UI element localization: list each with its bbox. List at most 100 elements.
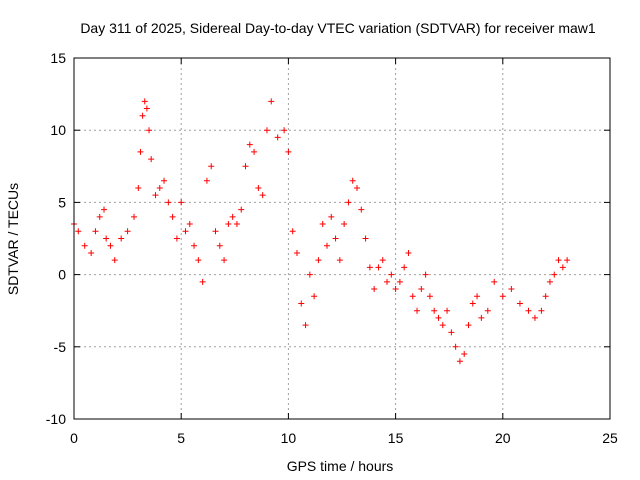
- data-point: [551, 271, 558, 278]
- data-point: [161, 177, 168, 184]
- chart-title: Day 311 of 2025, Sidereal Day-to-day VTE…: [80, 20, 596, 36]
- data-point: [302, 322, 309, 329]
- y-tick-label: 10: [50, 122, 66, 138]
- data-point: [111, 257, 118, 264]
- data-point: [431, 307, 438, 314]
- data-point: [405, 249, 412, 256]
- x-axis-tick-labels: 0 5 10 15 20 25: [70, 430, 618, 446]
- data-point: [392, 286, 399, 293]
- data-point: [366, 264, 373, 271]
- data-point: [469, 300, 476, 307]
- x-tick-label: 0: [70, 430, 78, 446]
- data-point: [203, 177, 210, 184]
- data-point: [491, 278, 498, 285]
- data-point: [156, 184, 163, 191]
- data-point: [426, 293, 433, 300]
- data-point: [195, 257, 202, 264]
- data-point: [225, 221, 232, 228]
- data-point: [178, 199, 185, 206]
- data-point: [328, 213, 335, 220]
- y-tick-label: -10: [46, 411, 66, 427]
- data-point: [212, 228, 219, 235]
- data-point: [186, 221, 193, 228]
- data-point: [229, 213, 236, 220]
- y-tick-label: -5: [54, 339, 67, 355]
- data-point: [281, 127, 288, 134]
- x-axis-label: GPS time / hours: [287, 458, 394, 474]
- x-tick-label: 10: [281, 430, 297, 446]
- data-point: [101, 206, 108, 213]
- data-point: [371, 286, 378, 293]
- y-axis-label: SDTVAR / TECUs: [5, 183, 21, 295]
- data-point: [531, 314, 538, 321]
- data-point: [143, 105, 150, 112]
- data-point: [444, 307, 451, 314]
- data-point: [118, 235, 125, 242]
- data-point: [103, 235, 110, 242]
- data-point: [435, 314, 442, 321]
- data-point: [319, 221, 326, 228]
- data-point: [293, 249, 300, 256]
- data-point: [525, 307, 532, 314]
- data-point: [182, 228, 189, 235]
- data-point: [465, 322, 472, 329]
- data-point: [81, 242, 88, 249]
- data-point: [173, 235, 180, 242]
- data-point: [306, 271, 313, 278]
- data-point: [461, 351, 468, 358]
- data-point: [332, 235, 339, 242]
- data-point: [484, 307, 491, 314]
- data-point: [349, 177, 356, 184]
- data-point: [141, 98, 148, 105]
- data-point: [274, 134, 281, 141]
- plot-frame: [73, 57, 611, 420]
- data-point: [323, 242, 330, 249]
- data-point: [208, 163, 215, 170]
- data-point: [516, 300, 523, 307]
- data-point: [298, 300, 305, 307]
- data-point: [439, 322, 446, 329]
- x-tick-label: 5: [177, 430, 185, 446]
- data-point: [354, 184, 361, 191]
- data-point: [268, 98, 275, 105]
- data-point: [414, 307, 421, 314]
- data-point: [546, 278, 553, 285]
- data-point: [152, 192, 159, 199]
- x-tick-label: 20: [495, 430, 511, 446]
- data-point: [542, 293, 549, 300]
- data-point: [124, 228, 131, 235]
- data-point: [75, 228, 82, 235]
- y-axis-tick-labels: -10 -5 0 5 10 15: [46, 50, 66, 427]
- y-tick-label: 0: [58, 267, 66, 283]
- data-point: [139, 112, 146, 119]
- data-point: [238, 206, 245, 213]
- data-point: [131, 213, 138, 220]
- data-point: [448, 329, 455, 336]
- data-point: [251, 148, 258, 155]
- data-point: [508, 286, 515, 293]
- data-series: [71, 98, 571, 365]
- data-point: [289, 228, 296, 235]
- data-point: [242, 163, 249, 170]
- data-point: [499, 293, 506, 300]
- data-point: [422, 271, 429, 278]
- data-point: [559, 264, 566, 271]
- data-point: [246, 141, 253, 148]
- data-point: [375, 264, 382, 271]
- data-point: [221, 257, 228, 264]
- data-point: [191, 242, 198, 249]
- data-point: [409, 293, 416, 300]
- data-point: [478, 314, 485, 321]
- data-point: [146, 127, 153, 134]
- data-point: [336, 257, 343, 264]
- data-point: [452, 343, 459, 350]
- axis-ticks: [73, 57, 611, 420]
- data-point: [263, 127, 270, 134]
- data-point: [388, 271, 395, 278]
- data-point: [341, 221, 348, 228]
- data-point: [555, 257, 562, 264]
- data-point: [233, 221, 240, 228]
- data-point: [379, 257, 386, 264]
